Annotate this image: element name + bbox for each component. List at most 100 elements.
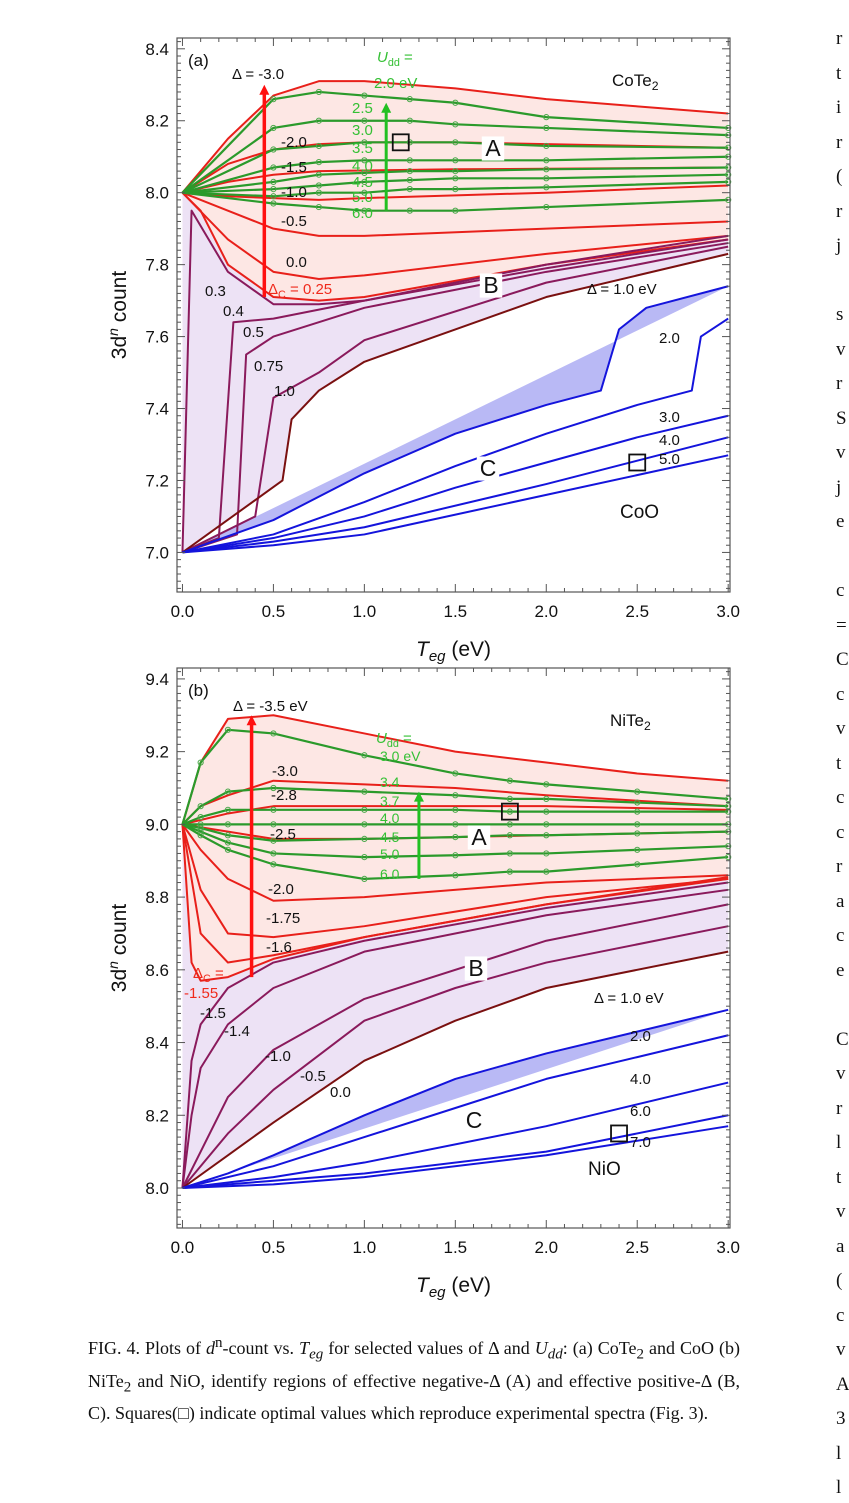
data-point-marker — [406, 96, 413, 103]
column-fragment-letter: v — [836, 1339, 846, 1360]
data-point-marker — [406, 168, 413, 175]
annotation-subscript: C — [203, 973, 211, 985]
annotation-text: 3.7 — [380, 793, 400, 809]
annotation-label: 4.0 — [380, 810, 400, 826]
optimal-value-square — [500, 802, 519, 821]
data-point-marker — [361, 139, 368, 146]
data-point-marker — [452, 121, 459, 128]
delta-curve-4 — [182, 436, 729, 554]
delta-curve--3 — [181, 80, 729, 194]
annotation-label: 3.4 — [380, 774, 400, 790]
y-tick-label: 8.0 — [145, 184, 169, 203]
annotation-label: -1.0 — [265, 1048, 291, 1065]
annotation-label: 3.5 — [352, 140, 373, 157]
y-tick-label: 9.2 — [145, 743, 169, 762]
data-point-marker — [725, 808, 732, 815]
delta-curve-0 — [181, 191, 729, 281]
data-point-marker — [315, 189, 322, 196]
column-fragment-letter: v — [836, 718, 846, 739]
annotation-subscript: C — [278, 289, 286, 301]
arrow-head-icon — [381, 102, 392, 113]
data-point-marker — [506, 777, 513, 784]
data-point-marker — [361, 806, 368, 813]
annotation-text: -0.5 — [300, 1068, 326, 1085]
y-tick-label: 9.4 — [145, 670, 169, 689]
data-point-marker — [361, 117, 368, 124]
data-point-marker — [270, 178, 277, 185]
delta-curve-3 — [182, 414, 729, 554]
data-point-marker — [270, 821, 277, 828]
annotation-label: 5.0 — [352, 189, 373, 206]
x-axis-label-unit: (eV) — [446, 1274, 492, 1297]
annotation-label: 4.0 — [630, 1071, 651, 1088]
column-fragment-letter: v — [836, 1063, 846, 1084]
data-point-marker — [224, 832, 232, 839]
udd-curve-2 — [181, 90, 729, 194]
annotation-text: 3.0 — [659, 409, 680, 426]
data-point-marker — [543, 821, 550, 828]
data-point-marker — [315, 171, 322, 178]
delta-curve-0.4 — [182, 238, 729, 554]
y-tick-label: 8.2 — [145, 1106, 169, 1125]
annotation-text: U — [377, 49, 388, 66]
annotation-text: -2.5 — [270, 826, 296, 843]
region-label-background — [481, 136, 505, 161]
caption-text: -count vs. — [222, 1338, 300, 1358]
figure-caption: FIG. 4. Plots of dn-count vs. Teg for se… — [88, 1330, 740, 1426]
data-point-marker — [452, 168, 459, 175]
data-point-marker — [634, 808, 641, 815]
annotation-text: 4.5 — [352, 174, 373, 191]
annotation-label: -0.5 — [281, 213, 307, 230]
region-label-background — [462, 1108, 486, 1133]
y-tick-label: 8.4 — [145, 1034, 169, 1053]
delta-curve-0 — [181, 950, 729, 1189]
annotation-text: = — [400, 49, 413, 66]
data-point-marker — [406, 139, 413, 146]
annotation-label: 0.75 — [254, 358, 283, 375]
data-point-marker — [224, 821, 232, 828]
annotation-label: 2.0 eV — [374, 75, 417, 92]
annotation-label: (b) — [188, 681, 209, 700]
annotation-text: B — [468, 955, 483, 981]
annotation-label: 3.0 — [352, 122, 373, 139]
data-point-marker — [270, 861, 277, 868]
region-label: B — [483, 272, 498, 298]
annotation-text: 5.0 — [380, 846, 400, 862]
data-point-marker — [452, 872, 459, 879]
delta-curve--1.75 — [181, 824, 729, 939]
udd-curve-3.4 — [181, 786, 729, 826]
annotation-text: U — [376, 730, 387, 747]
region-b-fill — [182, 192, 729, 553]
region-label-background — [479, 273, 503, 298]
region-c-fill — [182, 1009, 729, 1188]
y-tick-label: 8.6 — [145, 961, 169, 980]
caption-text: and NiO, identify regions of effective n… — [88, 1370, 740, 1424]
data-point-marker — [725, 132, 732, 139]
annotation-label: 6.0 — [352, 205, 373, 222]
data-point-marker — [270, 193, 277, 200]
column-fragment-letter: t — [836, 62, 842, 84]
annotation-label: 1.0 — [274, 383, 295, 400]
annotation-text: 3.5 — [352, 140, 373, 157]
annotation-text: 0.0 — [330, 1084, 351, 1101]
annotation-label: (a) — [188, 51, 209, 70]
data-point-marker — [224, 726, 232, 733]
data-point-marker — [634, 830, 641, 837]
data-point-marker — [361, 788, 368, 795]
annotation-text: Δ = -3.0 — [232, 66, 284, 83]
data-point-marker — [270, 164, 277, 171]
region-label: A — [471, 824, 487, 850]
x-tick-label: 0.5 — [262, 1238, 286, 1257]
delta-curve-1 — [182, 1008, 729, 1189]
data-point-marker — [452, 207, 459, 214]
x-tick-label: 3.0 — [716, 602, 740, 621]
column-fragment-letter: v — [836, 442, 846, 463]
data-point-marker — [543, 142, 550, 150]
delta-curve--1 — [182, 184, 729, 201]
data-point-marker — [543, 808, 550, 815]
annotation-text: -1.5 — [281, 159, 307, 176]
caption-text: U — [534, 1338, 548, 1358]
column-fragment-letter: s — [836, 304, 844, 325]
caption-text: d — [206, 1338, 216, 1358]
x-axis-label-sub: eg — [429, 1284, 446, 1301]
